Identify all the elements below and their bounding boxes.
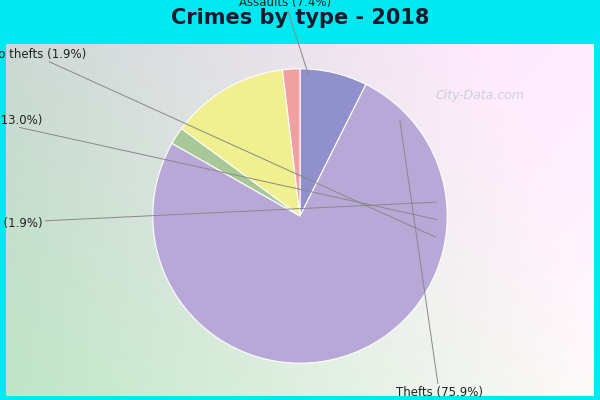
Text: Burglaries (13.0%): Burglaries (13.0%) bbox=[0, 114, 437, 220]
Wedge shape bbox=[153, 84, 447, 363]
Wedge shape bbox=[300, 69, 366, 216]
Wedge shape bbox=[172, 129, 300, 216]
Text: Robberies (1.9%): Robberies (1.9%) bbox=[0, 202, 436, 230]
Text: Auto thefts (1.9%): Auto thefts (1.9%) bbox=[0, 48, 436, 237]
Text: Crimes by type - 2018: Crimes by type - 2018 bbox=[171, 8, 429, 28]
Wedge shape bbox=[283, 69, 300, 216]
Text: City-Data.com: City-Data.com bbox=[436, 90, 524, 102]
Text: Assaults (7.4%): Assaults (7.4%) bbox=[239, 0, 331, 74]
Text: Thefts (75.9%): Thefts (75.9%) bbox=[395, 120, 482, 399]
Wedge shape bbox=[182, 70, 300, 216]
